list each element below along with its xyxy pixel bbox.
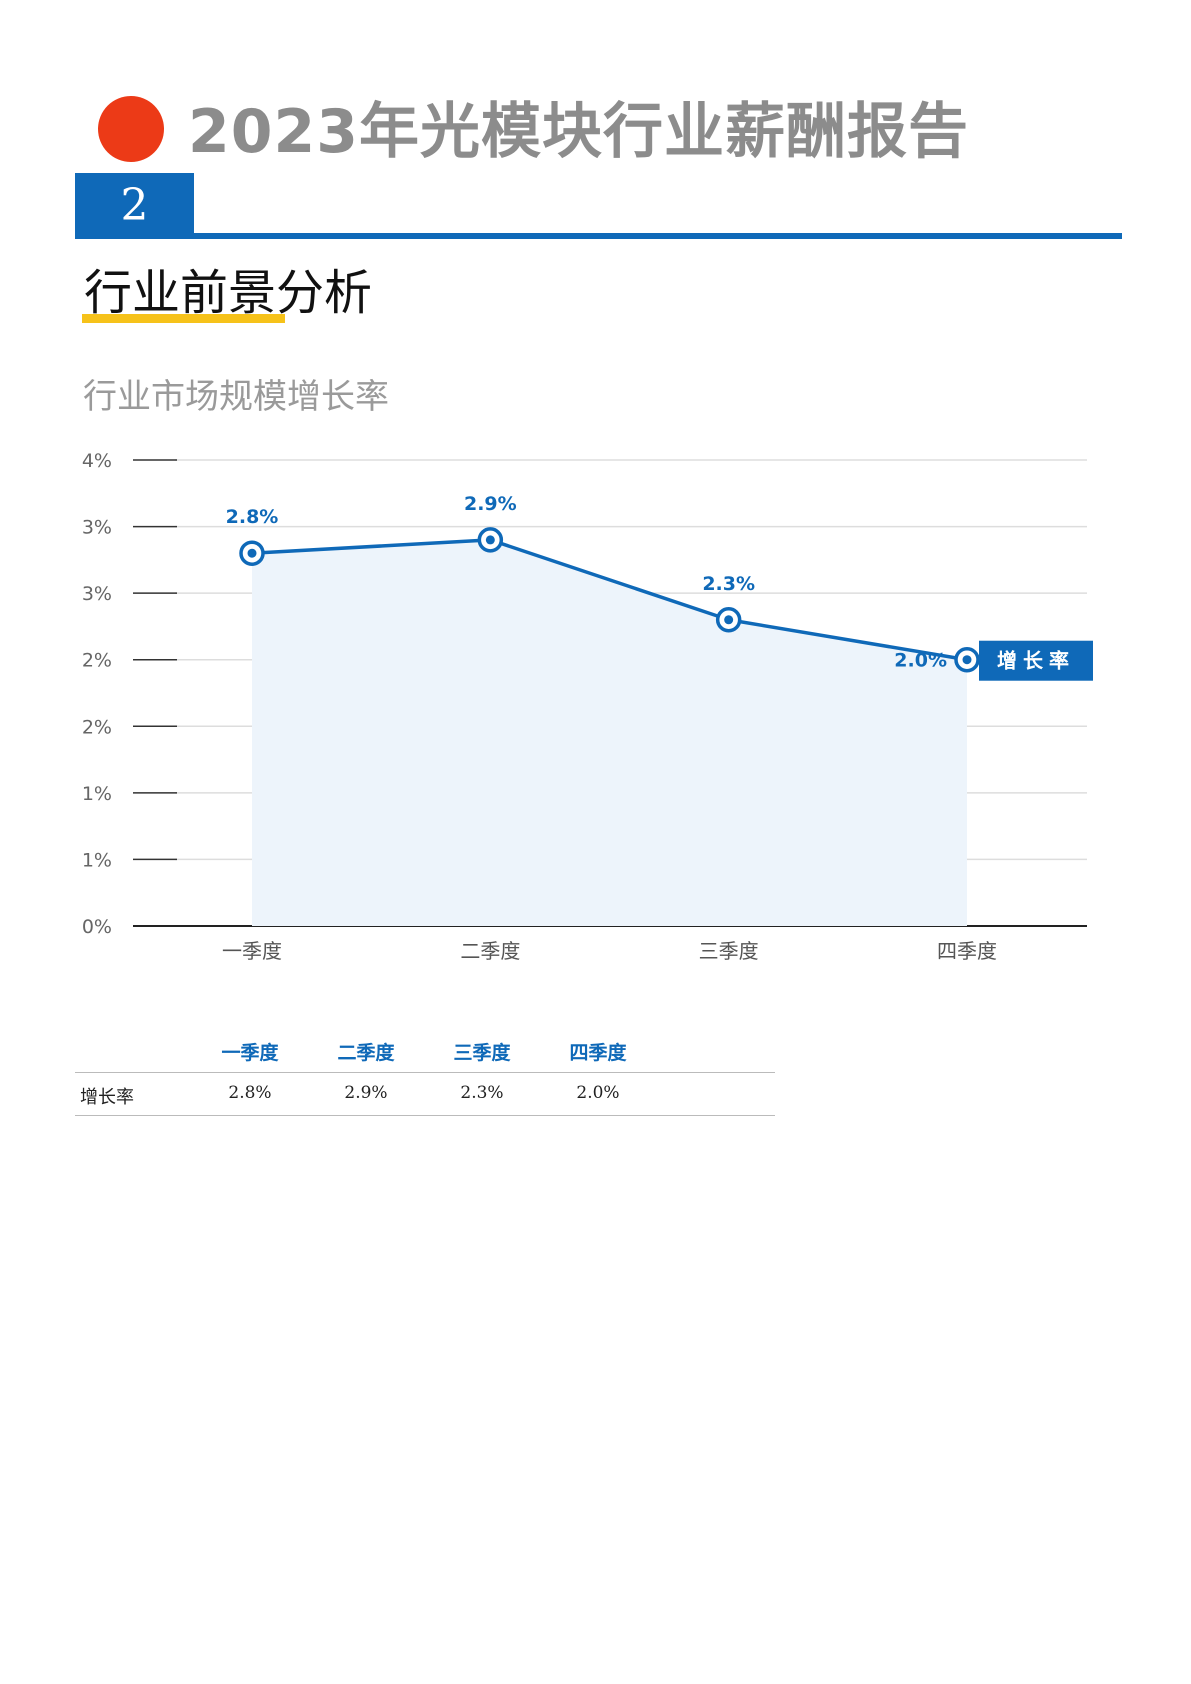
table-row: 增长率 2.8% 2.9% 2.3% 2.0%	[75, 1073, 775, 1116]
data-label: 2.0%	[894, 650, 947, 672]
y-tick-label: 2%	[82, 716, 112, 738]
y-tick-label: 1%	[82, 849, 112, 871]
table-header-row: 一季度 二季度 三季度 四季度	[75, 1030, 775, 1073]
table-row-label: 增长率	[80, 1087, 134, 1108]
table-header-q4: 四季度	[569, 1042, 627, 1064]
section-rule	[75, 233, 1122, 239]
series-line	[251, 538, 968, 662]
x-tick-label: 三季度	[699, 939, 759, 963]
table-cell-q3: 2.3%	[460, 1083, 504, 1103]
summary-table: 一季度 二季度 三季度 四季度 增长率 2.8% 2.9% 2.3% 2.0%	[75, 1030, 775, 1116]
table-cell-q1: 2.8%	[228, 1083, 272, 1103]
section-number: 2	[120, 180, 149, 231]
table-header-q1: 一季度	[221, 1042, 279, 1064]
title-dot	[98, 96, 164, 162]
series-end-label: 增长率	[997, 649, 1075, 673]
series-end-label-box	[979, 640, 1093, 681]
section-number-box: 2	[75, 173, 194, 239]
data-point-dot	[962, 655, 972, 665]
x-tick-label: 一季度	[222, 939, 282, 963]
x-tick-label: 二季度	[460, 939, 520, 963]
y-tick-label: 0%	[82, 916, 112, 938]
heading-underline	[82, 314, 285, 323]
x-tick-label: 四季度	[937, 939, 997, 963]
data-point-dot	[724, 615, 734, 625]
data-label: 2.9%	[464, 493, 517, 515]
data-label: 2.3%	[702, 573, 755, 595]
section-heading: 行业前景分析	[84, 265, 373, 321]
table-header-q2: 二季度	[337, 1042, 395, 1064]
data-point-dot	[485, 535, 495, 545]
y-tick-label: 2%	[82, 650, 112, 672]
y-tick-label: 4%	[82, 450, 112, 472]
y-tick-label: 3%	[82, 583, 112, 605]
table-header-q3: 三季度	[453, 1042, 511, 1064]
report-title: 2023年光模块行业薪酬报告	[188, 97, 969, 167]
y-tick-label: 3%	[82, 517, 112, 539]
data-label: 2.8%	[226, 506, 279, 528]
y-tick-label: 1%	[82, 783, 112, 805]
data-point-dot	[247, 548, 257, 558]
table-cell-q4: 2.0%	[576, 1083, 620, 1103]
chart-title: 行业市场规模增长率	[83, 377, 389, 417]
table-cell-q2: 2.9%	[344, 1083, 388, 1103]
series-area	[252, 539, 967, 926]
